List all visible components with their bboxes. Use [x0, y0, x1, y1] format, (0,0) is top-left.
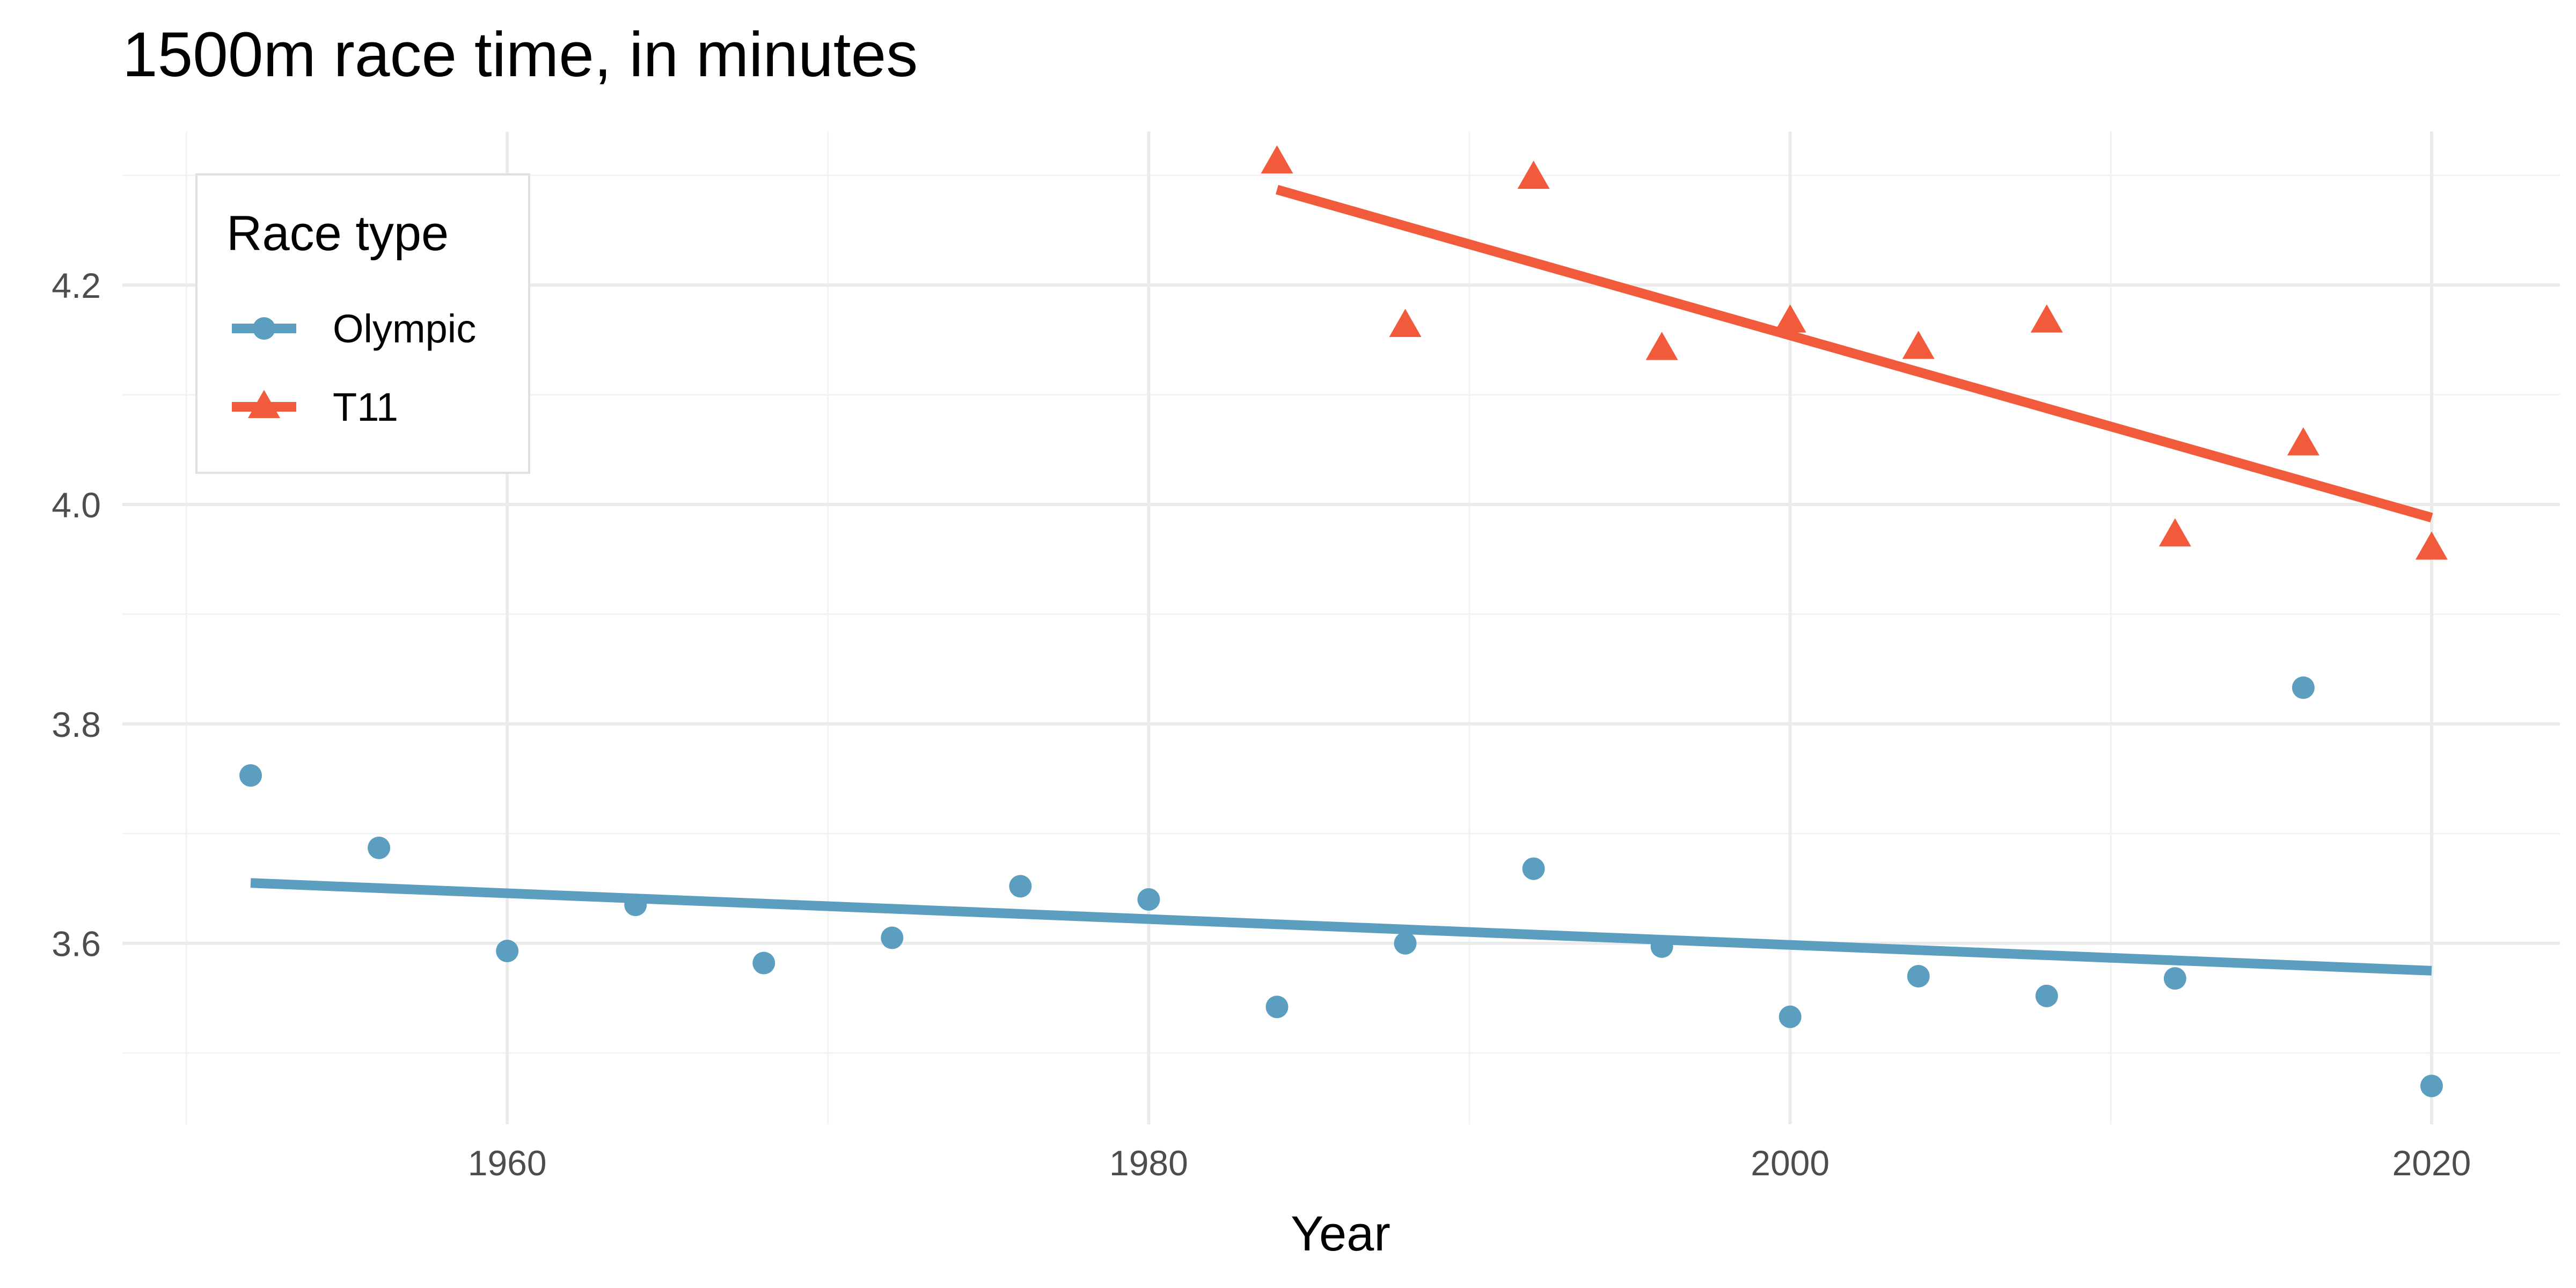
- legend-olympic-marker: [253, 317, 275, 340]
- y-tick-label: 3.8: [52, 705, 101, 744]
- t11-point: [2030, 304, 2063, 333]
- y-tick-labels: 3.6 3.8 4.0 4.2: [52, 266, 101, 964]
- olympic-point: [1009, 875, 1032, 898]
- t11-point: [1517, 160, 1550, 189]
- olympic-point: [1265, 996, 1289, 1019]
- olympic-point: [881, 926, 904, 949]
- t11-point: [1774, 304, 1806, 333]
- olympic-point: [1779, 1005, 1802, 1028]
- legend-t11-label: T11: [333, 385, 398, 429]
- olympic-point: [2420, 1074, 2443, 1097]
- olympic-point: [368, 836, 391, 859]
- olympic-point: [2292, 676, 2315, 699]
- legend-t11-marker: [248, 390, 280, 418]
- y-tick-label: 4.2: [52, 266, 101, 305]
- olympic-point: [239, 764, 262, 787]
- legend-olympic-label: Olympic: [333, 306, 476, 351]
- t11-point: [1261, 145, 1293, 174]
- x-axis-title: Year: [1291, 1206, 1391, 1261]
- t11-point: [2415, 531, 2448, 560]
- grid-minor: [122, 131, 2560, 1124]
- t11-point: [2287, 427, 2319, 456]
- t11-point: [1389, 309, 1422, 337]
- olympic-point: [752, 952, 775, 975]
- x-tick-labels: 1960 1980 2000 2020: [468, 1143, 2471, 1183]
- olympic-point: [1650, 935, 1673, 958]
- trend-lines: [250, 185, 2433, 976]
- olympic-point: [1907, 965, 1930, 988]
- olympic-point: [496, 940, 519, 963]
- olympic-point: [1137, 888, 1160, 911]
- olympic-point: [2163, 967, 2186, 990]
- x-tick-label: 2000: [1751, 1143, 1829, 1183]
- olympic-point: [624, 894, 647, 917]
- olympic-trend-line: [250, 878, 2432, 976]
- grid-major: [122, 131, 2560, 1124]
- y-tick-label: 3.6: [52, 924, 101, 964]
- t11-point: [1645, 332, 1678, 360]
- chart-title: 1500m race time, in minutes: [122, 19, 918, 90]
- olympic-point: [1522, 857, 1545, 880]
- legend-items: Olympic T11: [232, 306, 476, 429]
- legend-title: Race type: [226, 206, 449, 261]
- t11-point: [2158, 518, 2191, 547]
- legend: Race type Olympic T11: [195, 173, 530, 474]
- t11-point: [1902, 331, 1935, 359]
- data-points: [239, 145, 2448, 1097]
- x-tick-label: 1980: [1109, 1143, 1188, 1183]
- x-tick-label: 1960: [468, 1143, 547, 1183]
- t11-trend-line: [1276, 185, 2433, 523]
- x-tick-label: 2020: [2392, 1143, 2471, 1183]
- olympic-point: [1394, 932, 1417, 955]
- y-tick-label: 4.0: [52, 485, 101, 525]
- olympic-point: [2035, 984, 2058, 1007]
